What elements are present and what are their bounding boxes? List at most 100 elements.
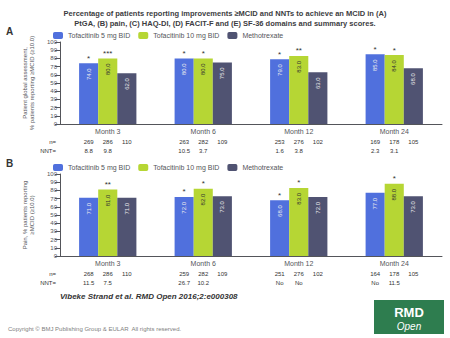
svg-text:77.0: 77.0 xyxy=(372,197,378,209)
svg-text:*: * xyxy=(374,45,377,54)
svg-text:3.7: 3.7 xyxy=(199,148,208,154)
svg-text:11.5: 11.5 xyxy=(83,280,95,286)
svg-text:100: 100 xyxy=(47,39,58,45)
svg-text:Tofacitinib 5 mg BID: Tofacitinib 5 mg BID xyxy=(68,164,130,172)
svg-text:*: * xyxy=(202,49,205,58)
svg-text:11.5: 11.5 xyxy=(389,280,401,286)
svg-text:n=: n= xyxy=(49,139,56,145)
svg-text:Percentage of patients reporti: Percentage of patients reporting improve… xyxy=(64,9,387,18)
svg-text:No: No xyxy=(276,280,284,286)
svg-text:109: 109 xyxy=(217,139,228,145)
svg-text:40: 40 xyxy=(50,88,57,94)
svg-text:3.8: 3.8 xyxy=(295,148,304,154)
svg-text:Month 3: Month 3 xyxy=(95,128,120,135)
svg-text:*: * xyxy=(183,49,186,58)
svg-text:253: 253 xyxy=(275,139,286,145)
svg-text:A: A xyxy=(6,26,13,37)
svg-text:*: * xyxy=(183,187,186,196)
svg-text:269: 269 xyxy=(84,139,95,145)
svg-text:251: 251 xyxy=(275,271,286,277)
svg-text:178: 178 xyxy=(389,139,400,145)
svg-text:0: 0 xyxy=(54,121,58,127)
svg-text:% patients reporting ≥MCID (≥1: % patients reporting ≥MCID (≥10.0) xyxy=(29,36,35,130)
svg-text:*: * xyxy=(297,178,300,187)
svg-text:50: 50 xyxy=(50,80,57,86)
svg-text:60: 60 xyxy=(50,72,57,78)
svg-text:72.0: 72.0 xyxy=(181,201,187,213)
svg-text:Methotrexate: Methotrexate xyxy=(242,164,283,171)
svg-text:282: 282 xyxy=(198,139,209,145)
svg-text:105: 105 xyxy=(408,139,419,145)
svg-text:80: 80 xyxy=(50,187,57,193)
svg-text:*: * xyxy=(393,174,396,183)
svg-text:1.6: 1.6 xyxy=(275,148,284,154)
svg-text:Copyright © BMJ Publishing Gro: Copyright © BMJ Publishing Group & EULAR… xyxy=(8,326,181,332)
svg-text:0: 0 xyxy=(54,253,58,259)
svg-text:10.2: 10.2 xyxy=(197,280,209,286)
svg-text:102: 102 xyxy=(313,271,324,277)
svg-text:276: 276 xyxy=(294,139,305,145)
svg-text:60: 60 xyxy=(50,204,57,210)
svg-text:282: 282 xyxy=(198,271,209,277)
svg-text:B: B xyxy=(6,158,13,169)
svg-text:Methotrexate: Methotrexate xyxy=(242,32,283,39)
svg-text:Month 6: Month 6 xyxy=(191,260,216,267)
svg-text:100: 100 xyxy=(47,171,58,177)
svg-text:83.0: 83.0 xyxy=(296,60,302,72)
svg-text:105: 105 xyxy=(408,271,419,277)
svg-text:7.5: 7.5 xyxy=(104,280,113,286)
svg-text:Open: Open xyxy=(397,321,422,332)
svg-text:81.0: 81.0 xyxy=(105,194,111,206)
svg-text:Pain, % patients reporting: Pain, % patients reporting xyxy=(22,181,28,250)
svg-text:70: 70 xyxy=(50,196,57,202)
svg-text:88.0: 88.0 xyxy=(391,188,397,200)
svg-text:63.0: 63.0 xyxy=(315,77,321,89)
svg-text:62.0: 62.0 xyxy=(124,78,130,90)
svg-text:10: 10 xyxy=(50,113,57,119)
svg-text:268: 268 xyxy=(84,271,95,277)
svg-text:*: * xyxy=(202,179,205,188)
svg-text:9.8: 9.8 xyxy=(104,148,113,154)
svg-text:85.0: 85.0 xyxy=(372,59,378,71)
svg-text:30: 30 xyxy=(50,96,57,102)
svg-text:74.0: 74.0 xyxy=(86,68,92,80)
svg-text:80: 80 xyxy=(50,55,57,61)
svg-text:164: 164 xyxy=(370,271,381,277)
svg-text:Month 3: Month 3 xyxy=(95,260,120,267)
svg-text:Vibeke Strand et al. RMD Open: Vibeke Strand et al. RMD Open 2016;2:e00… xyxy=(60,292,238,301)
svg-text:Month 12: Month 12 xyxy=(284,260,313,267)
svg-text:90: 90 xyxy=(50,47,57,53)
svg-text:286: 286 xyxy=(103,139,114,145)
svg-text:NNT=: NNT= xyxy=(40,280,56,286)
svg-text:109: 109 xyxy=(217,271,228,277)
svg-text:70: 70 xyxy=(50,64,57,70)
svg-text:72.0: 72.0 xyxy=(315,201,321,213)
svg-text:110: 110 xyxy=(122,271,132,277)
svg-text:30: 30 xyxy=(50,228,57,234)
svg-text:79.0: 79.0 xyxy=(277,64,283,76)
svg-text:Month 24: Month 24 xyxy=(380,128,409,135)
svg-text:≥MCID (≥10.0): ≥MCID (≥10.0) xyxy=(29,195,35,234)
svg-text:NNT=: NNT= xyxy=(40,148,56,154)
svg-text:80.0: 80.0 xyxy=(200,63,206,75)
svg-text:68.0: 68.0 xyxy=(410,73,416,85)
svg-text:73.0: 73.0 xyxy=(219,200,225,212)
svg-text:10.5: 10.5 xyxy=(178,148,190,154)
svg-text:Month 24: Month 24 xyxy=(380,260,409,267)
svg-text:102: 102 xyxy=(313,139,324,145)
svg-text:83.0: 83.0 xyxy=(296,192,302,204)
svg-text:71.0: 71.0 xyxy=(86,202,92,214)
svg-text:80.0: 80.0 xyxy=(181,63,187,75)
svg-text:178: 178 xyxy=(389,271,400,277)
svg-text:71.0: 71.0 xyxy=(124,202,130,214)
svg-text:***: *** xyxy=(103,49,112,58)
svg-text:**: ** xyxy=(296,46,302,55)
svg-text:68.0: 68.0 xyxy=(277,205,283,217)
svg-text:82.0: 82.0 xyxy=(200,193,206,205)
svg-text:Patient global assessment,: Patient global assessment, xyxy=(22,47,28,119)
svg-text:286: 286 xyxy=(103,271,114,277)
svg-text:Tofacitinib 5 mg BID: Tofacitinib 5 mg BID xyxy=(68,32,130,40)
svg-text:73.0: 73.0 xyxy=(410,200,416,212)
svg-text:26.7: 26.7 xyxy=(178,280,190,286)
svg-text:*: * xyxy=(393,46,396,55)
